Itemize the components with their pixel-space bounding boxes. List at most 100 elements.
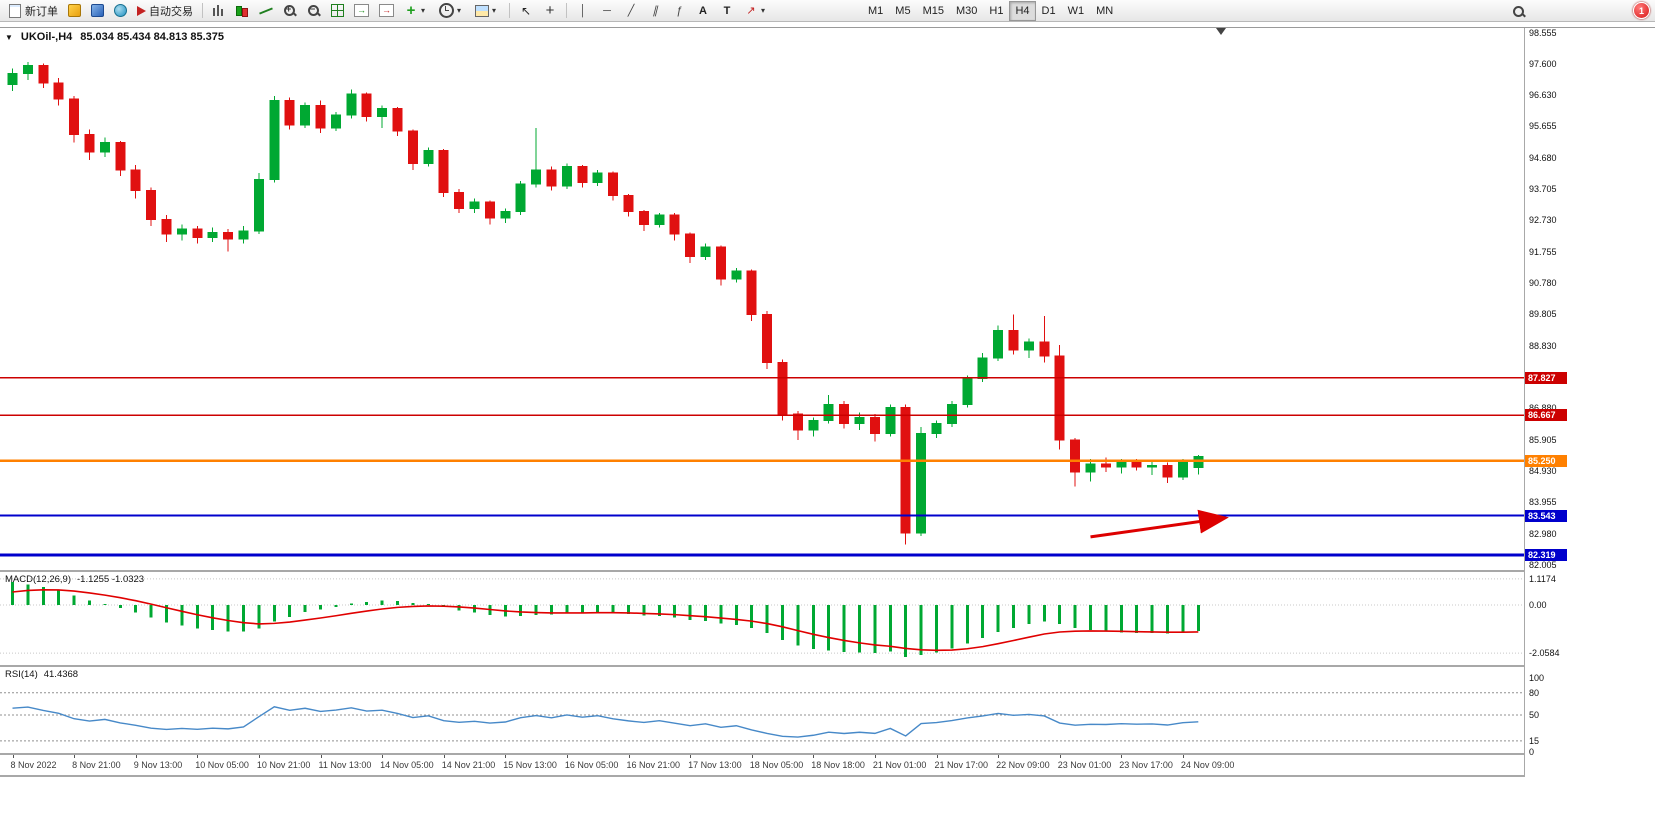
trendline-tool-button[interactable] <box>619 1 643 21</box>
macd-chart[interactable] <box>0 572 1524 665</box>
timeframe-M5[interactable]: M5 <box>895 4 911 17</box>
templates-button[interactable] <box>470 1 505 21</box>
timeframe-M15[interactable]: M15 <box>922 4 944 17</box>
indicators-button[interactable] <box>399 1 434 21</box>
macd-label-row: MACD(12,26,9) -1.1255 -1.0323 <box>5 574 144 585</box>
zoom-out-button[interactable]: − <box>302 1 326 21</box>
chart-shift-button[interactable]: → <box>374 1 399 21</box>
timeframe-W1[interactable]: W1 <box>1067 4 1085 17</box>
price-chart-panel[interactable]: UKOil-,H4 85.034 85.434 84.813 85.375 <box>0 28 1524 570</box>
zoom-in-icon: + <box>283 4 297 18</box>
timeframe-M1[interactable]: M1 <box>868 4 884 17</box>
arrows-tool-button[interactable] <box>739 1 774 21</box>
price-tick-label: 91.755 <box>1529 246 1557 257</box>
macd-indicator-panel[interactable]: MACD(12,26,9) -1.1255 -1.0323 <box>0 572 1524 665</box>
time-tick <box>936 755 938 758</box>
macd-tick-label: 1.1174 <box>1529 573 1556 584</box>
cursor-icon <box>519 4 533 18</box>
time-label: 17 Nov 13:00 <box>688 760 742 770</box>
candlestick-chart[interactable] <box>0 28 1524 570</box>
zoom-out-icon: − <box>307 4 321 18</box>
vertical-line-tool-button[interactable] <box>571 1 595 21</box>
cursor-tool-button[interactable] <box>514 1 538 21</box>
trendline-icon <box>624 4 638 18</box>
candlestick-chart-button[interactable] <box>230 1 254 21</box>
fibonacci-icon <box>672 4 686 18</box>
rsi-chart[interactable] <box>0 667 1524 753</box>
bar-chart-button[interactable] <box>207 1 230 21</box>
time-tick <box>813 755 815 758</box>
time-label: 8 Nov 21:00 <box>72 760 121 770</box>
price-tick-label: 84.930 <box>1529 465 1557 476</box>
price-tick-label: 98.555 <box>1529 27 1557 38</box>
zoom-in-button[interactable]: + <box>278 1 302 21</box>
search-button[interactable] <box>1507 2 1531 22</box>
periods-button[interactable] <box>434 1 470 21</box>
text-tool-button[interactable] <box>691 1 715 21</box>
timeframe-M30[interactable]: M30 <box>955 4 978 17</box>
time-label: 23 Nov 01:00 <box>1057 760 1112 770</box>
rsi-label: RSI(14) <box>5 669 38 680</box>
new-order-label: 新订单 <box>25 5 58 18</box>
price-tag: 85.250 <box>1525 454 1567 467</box>
time-tick <box>505 755 507 758</box>
notification-badge[interactable]: 1 <box>1633 2 1650 19</box>
chart-shift-marker[interactable] <box>1216 28 1226 35</box>
options-button[interactable] <box>86 1 109 21</box>
metaeditor-button[interactable] <box>63 1 86 21</box>
globe-icon <box>114 4 127 17</box>
chevron-down-icon <box>421 4 429 18</box>
bar-chart-icon <box>212 4 225 17</box>
horizontal-line-tool-button[interactable] <box>595 1 619 21</box>
search-icon <box>1512 5 1526 19</box>
time-label: 24 Nov 09:00 <box>1180 760 1235 770</box>
time-tick <box>566 755 568 758</box>
tile-windows-button[interactable] <box>326 1 349 21</box>
time-label: 10 Nov 21:00 <box>256 760 311 770</box>
ohlc-readout: 85.034 85.434 84.813 85.375 <box>80 31 225 43</box>
rsi-tick-label: 100 <box>1529 673 1545 683</box>
panel-separator[interactable] <box>0 753 1655 755</box>
time-tick <box>74 755 76 758</box>
time-tick <box>320 755 322 758</box>
fibonacci-tool-button[interactable] <box>667 1 691 21</box>
price-tick-label: 90.780 <box>1529 277 1557 288</box>
timeframe-D1[interactable]: D1 <box>1041 4 1056 17</box>
rsi-tick-label: 50 <box>1529 710 1540 720</box>
price-axis[interactable]: 98.555 97.600 96.630 95.655 94.680 93.705 92.7… <box>1525 28 1655 777</box>
add-indicator-icon <box>404 4 418 18</box>
panel-separator[interactable] <box>0 570 1655 572</box>
time-label: 18 Nov 18:00 <box>811 760 865 770</box>
auto-scroll-button[interactable]: → <box>349 1 374 21</box>
macd-values: -1.1255 -1.0323 <box>77 574 145 585</box>
timeframe-H4[interactable]: H4 <box>1009 0 1036 21</box>
time-tick <box>258 755 260 758</box>
collapse-chart-icon[interactable] <box>5 31 13 43</box>
channel-tool-button[interactable] <box>643 1 667 21</box>
line-chart-button[interactable] <box>254 1 278 21</box>
time-axis[interactable]: 8 Nov 2022 8 Nov 21:00 9 Nov 13:00 10 Nov 0… <box>0 755 1524 775</box>
new-order-button[interactable]: 新订单 <box>3 1 63 21</box>
trend-arrow-annotation[interactable] <box>1090 509 1229 539</box>
autotrading-button[interactable]: 自动交易 <box>132 1 198 21</box>
tile-windows-icon <box>331 4 344 17</box>
time-label: 9 Nov 13:00 <box>133 760 183 770</box>
panel-separator <box>0 775 1655 777</box>
crosshair-tool-button[interactable] <box>538 1 562 21</box>
auto-scroll-icon: → <box>354 4 369 17</box>
price-tag: 86.667 <box>1525 409 1567 422</box>
price-tick-label: 85.905 <box>1529 434 1557 445</box>
text-label-tool-button[interactable] <box>715 1 739 21</box>
rsi-indicator-panel[interactable]: RSI(14) 41.4368 <box>0 667 1524 753</box>
community-button[interactable] <box>109 1 132 21</box>
symbol-label: UKOil-,H4 <box>20 31 73 43</box>
time-label: 22 Nov 09:00 <box>996 760 1050 770</box>
price-tick-label: 94.680 <box>1529 152 1557 163</box>
time-tick <box>1059 755 1061 758</box>
panel-separator[interactable] <box>0 665 1655 667</box>
time-label: 16 Nov 21:00 <box>626 760 681 770</box>
timeframe-H1[interactable]: H1 <box>989 4 1004 17</box>
time-tick <box>998 755 1000 758</box>
timeframe-MN[interactable]: MN <box>1096 4 1114 17</box>
options-icon <box>91 4 104 17</box>
